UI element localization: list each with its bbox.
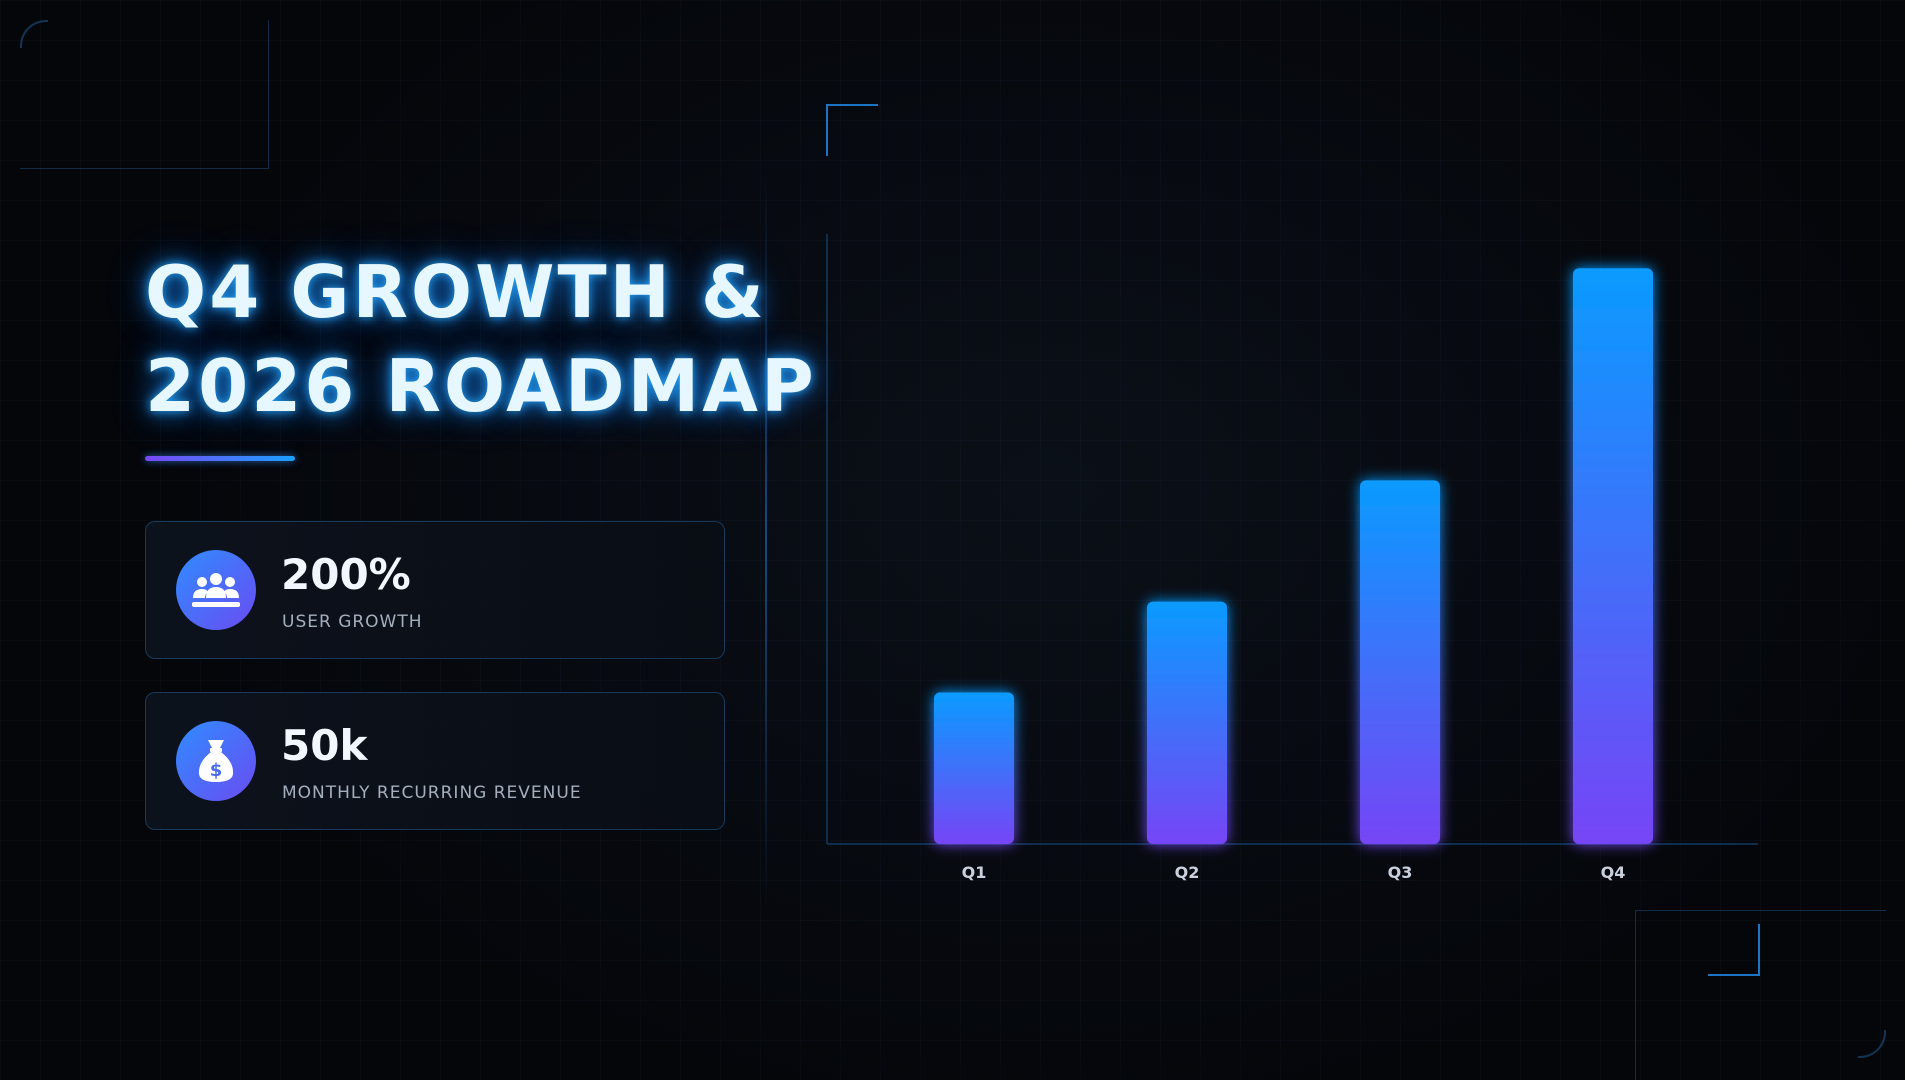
tick-label-q2: Q2	[1175, 863, 1200, 882]
svg-text:$: $	[210, 760, 223, 781]
stat-card-user-growth: 200% USER GROWTH	[145, 521, 725, 659]
bar-q2	[1147, 601, 1227, 844]
chart-bars	[934, 268, 1653, 844]
users-group-icon-glyph	[192, 573, 240, 607]
slide-title: Q4 GROWTH & 2026 ROADMAP	[145, 245, 817, 433]
bar-q4	[1573, 268, 1653, 844]
chart-bracket-bottom-right	[1708, 924, 1760, 976]
money-bag-icon-glyph: $	[198, 740, 234, 782]
bar-chart: Q1 Q2 Q3 Q4	[826, 234, 1758, 882]
title-line-2: 2026 ROADMAP	[145, 344, 817, 428]
stat-value: 200%	[281, 550, 411, 599]
corner-frame-top-left	[20, 20, 269, 169]
chart-bracket-top-left	[826, 104, 878, 156]
corner-frame-bottom-right	[1635, 910, 1886, 1080]
users-group-icon	[176, 550, 256, 630]
bar-q3	[1360, 480, 1440, 844]
chart-category-labels: Q1 Q2 Q3 Q4	[962, 863, 1626, 882]
title-line-1: Q4 GROWTH &	[145, 250, 767, 334]
bar-q1	[934, 692, 1014, 844]
tick-label-q4: Q4	[1601, 863, 1626, 882]
stat-label: USER GROWTH	[282, 612, 423, 632]
stat-label: MONTHLY RECURRING REVENUE	[282, 783, 582, 803]
tick-label-q3: Q3	[1388, 863, 1413, 882]
money-bag-icon: $	[176, 721, 256, 801]
title-underline	[145, 456, 295, 461]
tick-label-q1: Q1	[962, 863, 987, 882]
stat-card-mrr: $ 50k MONTHLY RECURRING REVENUE	[145, 692, 725, 830]
vertical-divider	[765, 170, 767, 910]
stat-value: 50k	[281, 721, 368, 770]
